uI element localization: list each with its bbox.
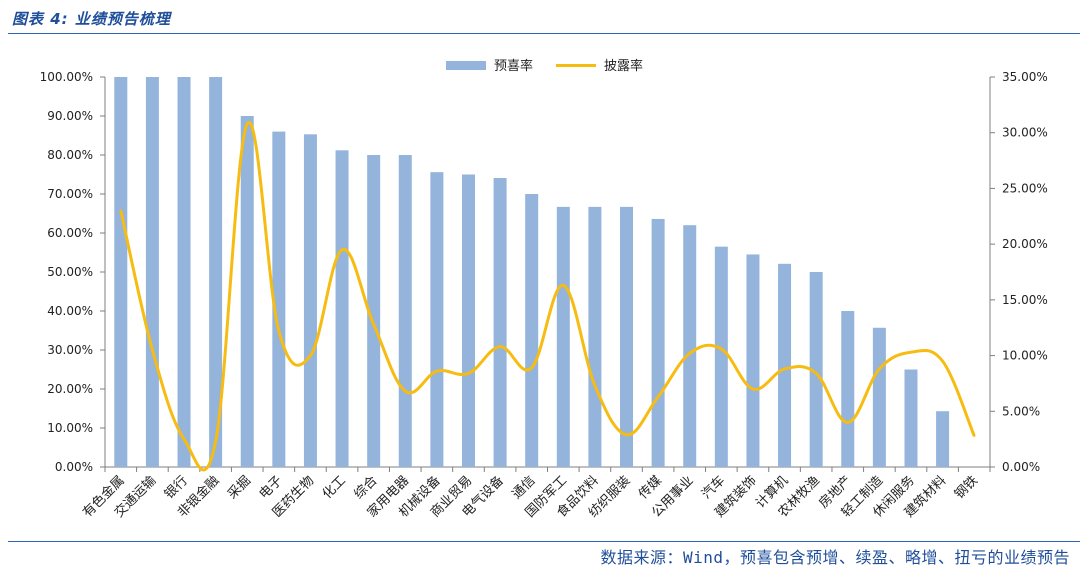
right-axis-tick-label: 15.00%: [1002, 293, 1048, 307]
title-divider: [8, 33, 1080, 34]
line-point: [593, 384, 597, 387]
bar: [651, 218, 665, 467]
line-point: [182, 437, 186, 441]
line-point: [498, 345, 502, 348]
line-point: [309, 354, 312, 357]
line-point: [372, 323, 375, 326]
bar: [683, 225, 697, 467]
bar: [809, 272, 823, 467]
line-point: [909, 351, 913, 354]
line-point: [972, 434, 976, 437]
legend-bar-label: 预喜率: [494, 58, 533, 74]
bar: [778, 263, 792, 467]
bar: [556, 206, 570, 467]
left-axis-tick-label: 100.00%: [40, 70, 93, 84]
bar: [177, 77, 191, 467]
bar: [430, 172, 444, 467]
left-axis-tick-label: 40.00%: [47, 304, 93, 318]
legend-bar-swatch: [446, 61, 486, 70]
left-axis-tick-label: 80.00%: [47, 148, 93, 162]
right-axis-tick-label: 20.00%: [1002, 237, 1048, 251]
line-point: [941, 359, 944, 363]
bar: [303, 134, 317, 467]
line-point: [467, 372, 470, 375]
bar: [620, 206, 634, 467]
chart-axes: 0.00% 10.00% 20.00% 30.00% 40.00% 50.00% 60.00…: [40, 70, 1048, 474]
bar: [841, 311, 855, 467]
bar: [904, 369, 918, 467]
bar: [209, 77, 223, 467]
bar: [746, 254, 760, 467]
line-point: [625, 433, 628, 436]
line-point: [404, 390, 407, 393]
bar: [936, 411, 950, 467]
line-point: [246, 122, 249, 126]
line-point: [656, 395, 660, 398]
line-point: [151, 348, 154, 352]
bar: [461, 174, 475, 467]
bar: [240, 116, 254, 467]
line-point: [530, 366, 533, 370]
source-note: 数据来源：Wind，预喜包含预增、续盈、略增、扭亏的业绩预告: [600, 548, 1070, 567]
left-axis-tick-label: 60.00%: [47, 226, 93, 240]
line-point: [340, 248, 344, 251]
line-point: [435, 369, 439, 373]
bar: [145, 77, 159, 467]
legend-line-label: 披露率: [604, 58, 643, 74]
chart: 0.00% 10.00% 20.00% 30.00% 40.00% 50.00% 60.00…: [40, 58, 1048, 521]
bar: [398, 155, 412, 467]
bar: [588, 206, 602, 467]
bar: [114, 77, 128, 467]
right-axis-tick-label: 10.00%: [1002, 349, 1048, 363]
line-point: [814, 372, 818, 375]
bar: [525, 194, 539, 467]
left-axis-tick-label: 20.00%: [47, 382, 93, 396]
line-point: [119, 209, 123, 212]
left-axis-tick-label: 0.00%: [55, 460, 93, 474]
bar: [335, 150, 349, 467]
line-point: [878, 367, 881, 371]
line-series: [119, 120, 976, 472]
legend: 预喜率 披露率: [446, 58, 643, 74]
right-axis-tick-label: 25.00%: [1002, 181, 1048, 195]
category-label: 化工: [320, 473, 349, 502]
figure-header: 图表 4: 业绩预告梳理: [8, 0, 1080, 34]
line-point: [751, 387, 755, 391]
left-axis-tick-label: 90.00%: [47, 109, 93, 123]
line-point: [277, 329, 281, 333]
left-axis-tick-label: 30.00%: [47, 343, 93, 357]
right-axis-tick-label: 5.00%: [1002, 404, 1040, 418]
left-axis-tick-label: 10.00%: [47, 421, 93, 435]
bar: [367, 155, 381, 467]
bar: [872, 327, 886, 467]
line-point: [562, 284, 565, 287]
figure-title: 图表 4: 业绩预告梳理: [12, 10, 171, 28]
category-label: 钢铁: [952, 473, 981, 502]
right-axis-tick-label: 0.00%: [1002, 460, 1040, 474]
line-point: [846, 421, 849, 424]
line-point: [688, 352, 691, 355]
bar: [272, 131, 286, 467]
left-axis-tick-label: 50.00%: [47, 265, 93, 279]
bar: [714, 246, 728, 467]
line-point: [214, 440, 217, 443]
line-point: [783, 367, 786, 371]
category-label: 采掘: [225, 473, 254, 502]
line-point: [720, 347, 723, 351]
disclosure-rate-line: [119, 120, 976, 472]
right-axis-tick-label: 30.00%: [1002, 126, 1048, 140]
bar: [493, 178, 507, 467]
left-axis-tick-label: 70.00%: [47, 187, 93, 201]
footer-divider: [8, 541, 1080, 542]
right-axis-tick-label: 35.00%: [1002, 70, 1048, 84]
bar-series: [114, 77, 950, 467]
